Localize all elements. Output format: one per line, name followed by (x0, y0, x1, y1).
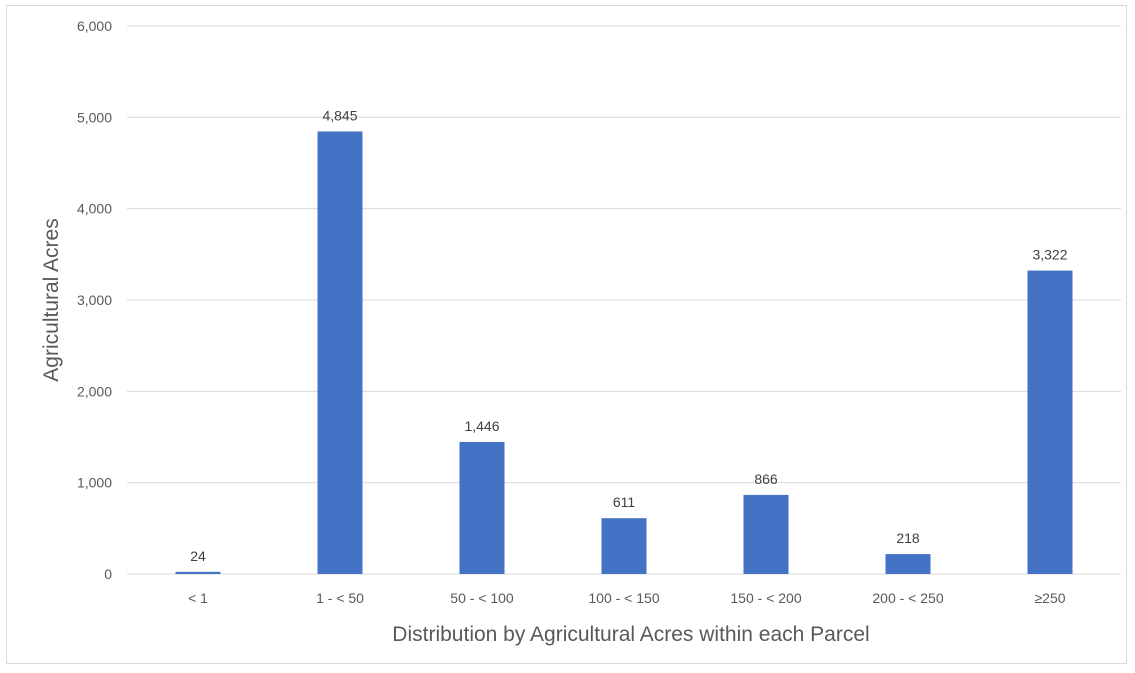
data-label: 866 (754, 471, 778, 487)
chart-frame (6, 5, 1127, 664)
data-labels: 24 4,845 1,446 611 866 218 3,322 (190, 107, 1068, 563)
bar (317, 131, 363, 575)
y-tick-label: 3,000 (77, 292, 112, 308)
data-label: 1,446 (464, 418, 499, 434)
bar (743, 494, 789, 574)
data-label: 611 (613, 494, 636, 510)
data-label: 24 (190, 548, 206, 564)
x-tick-label: < 1 (188, 590, 208, 606)
y-tick-label: 5,000 (77, 109, 112, 125)
y-tick-label: 4,000 (77, 201, 112, 217)
data-label: 218 (896, 530, 920, 546)
bar (1027, 270, 1073, 574)
x-tick-label: 50 - < 100 (450, 590, 514, 606)
bar (459, 441, 505, 574)
bar (175, 571, 221, 574)
x-axis-tick-labels: < 1 1 - < 50 50 - < 100 100 - < 150 150 - < … (188, 590, 1066, 606)
x-tick-label: 1 - < 50 (316, 590, 364, 606)
y-axis-tick-labels: 0 1,000 2,000 3,000 4,000 5,000 6,000 (77, 18, 112, 582)
y-tick-label: 0 (104, 566, 112, 582)
y-tick-label: 2,000 (77, 383, 112, 399)
y-axis-title: Agricultural Acres (40, 218, 63, 381)
bar (885, 554, 931, 574)
x-axis-title: Distribution by Agricultural Acres withi… (392, 623, 869, 646)
data-label: 4,845 (322, 107, 357, 123)
y-tick-label: 1,000 (77, 475, 112, 491)
x-tick-label: 100 - < 150 (588, 590, 659, 606)
bar (601, 518, 647, 574)
data-label: 3,322 (1032, 247, 1067, 263)
x-tick-label: 200 - < 250 (872, 590, 943, 606)
gridlines (127, 25, 1121, 575)
x-tick-label: 150 - < 200 (730, 590, 801, 606)
bars (175, 131, 1073, 575)
y-tick-label: 6,000 (77, 18, 112, 34)
x-tick-label: ≥250 (1034, 590, 1065, 606)
